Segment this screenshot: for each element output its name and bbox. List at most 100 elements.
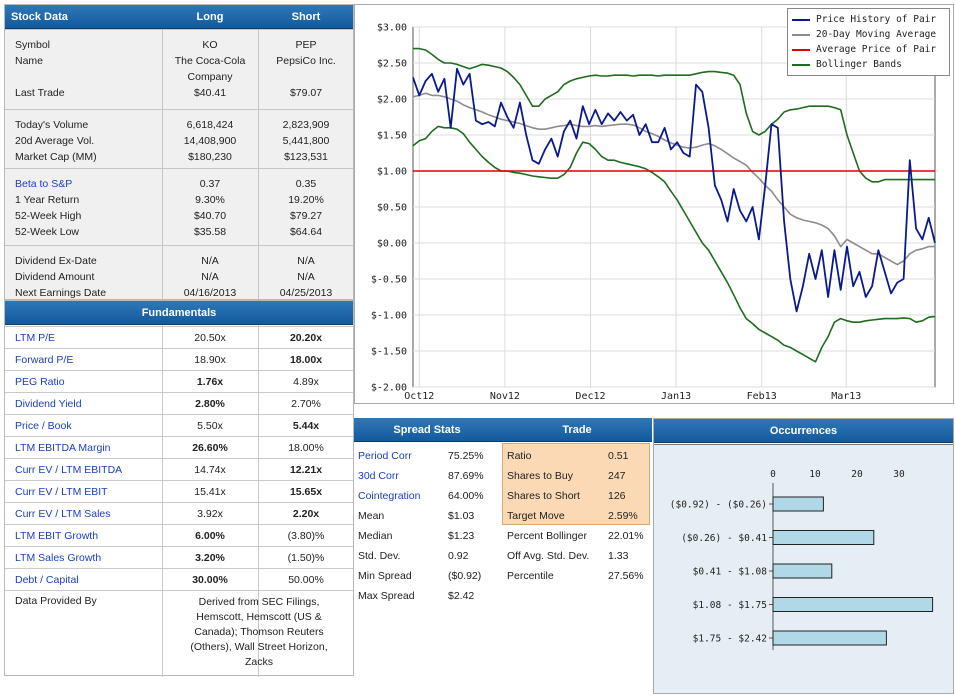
long-value: N/A	[201, 255, 219, 267]
provider-line: Zacks	[244, 656, 273, 668]
spread-stats-panel: Spread Stats Trade Period Corr 75.25% 30d …	[354, 418, 652, 676]
y-tick-label: $-1.00	[371, 311, 407, 322]
y-tick-label: $2.50	[377, 59, 407, 70]
provider-line: Canada); Thomson Reuters	[194, 626, 324, 638]
stock-row: Symbol KO PEP	[5, 37, 353, 53]
fundamental-link[interactable]: Curr EV / LTM EBIT	[15, 486, 108, 498]
long-value: The Coca-Cola	[174, 55, 246, 67]
fundamental-link[interactable]: Price / Book	[15, 420, 72, 432]
long-value: Company	[187, 71, 233, 83]
stock-group: Beta to S&P 0.37 0.35 1 Year Return 9.30% 19.…	[5, 168, 353, 242]
spread-stat-value: ($0.92)	[448, 570, 482, 582]
fundamental-row: Forward P/E 18.90x 18.00x	[5, 348, 353, 370]
trade-title: Trade	[562, 424, 592, 436]
stock-row-label[interactable]: Beta to S&P	[15, 178, 73, 190]
fundamental-row: LTM EBIT Growth 6.00% (3.80)%	[5, 524, 353, 546]
short-value: 2,823,909	[282, 119, 330, 131]
trade-value: 1.33	[608, 550, 629, 562]
data-provider-label: Data Provided By	[15, 595, 97, 607]
fundamental-link[interactable]: PEG Ratio	[15, 376, 65, 388]
bollinger-upper-line	[413, 47, 935, 183]
fundamental-row: LTM P/E 20.50x 20.20x	[5, 326, 353, 348]
legend-swatch	[792, 63, 810, 66]
stock-row: Name The Coca-Cola PepsiCo Inc.	[5, 53, 353, 69]
occurrence-x-tick: 30	[893, 469, 905, 480]
chart-legend: Price History of Pair 20-Day Moving Aver…	[787, 8, 950, 76]
long-value: 9.30%	[195, 194, 225, 206]
short-value: 04/25/2013	[279, 287, 333, 299]
long-value: 3.92x	[197, 508, 223, 520]
trade-value: 27.56%	[608, 570, 644, 582]
fundamental-link[interactable]: Forward P/E	[15, 354, 74, 366]
fundamental-link[interactable]: Curr EV / LTM EBITDA	[15, 464, 123, 476]
fundamental-link[interactable]: LTM EBIT Growth	[15, 530, 99, 542]
long-column-header: Long	[196, 11, 224, 23]
trade-value: 22.01%	[608, 530, 644, 542]
spread-stat-label[interactable]: 30d Corr	[358, 470, 399, 482]
short-value: PepsiCo Inc.	[276, 55, 336, 67]
fundamental-link[interactable]: Dividend Yield	[15, 398, 82, 410]
trade-label: Percent Bollinger	[507, 530, 587, 542]
short-value: 5.44x	[292, 420, 320, 432]
legend-label: 20-Day Moving Average	[816, 29, 937, 40]
fundamentals-panel: Fundamentals LTM P/E 20.50x 20.20x Forward …	[4, 300, 354, 677]
x-tick-label: Mar13	[831, 391, 861, 402]
occurrence-bar	[772, 496, 824, 512]
column-divider	[162, 29, 163, 299]
y-tick-label: $1.50	[377, 131, 407, 142]
legend-swatch	[792, 48, 810, 51]
trade-value: 0.51	[608, 450, 629, 462]
long-value: 18.90x	[194, 354, 226, 366]
occurrence-range-label: $0.41 - $1.08	[693, 567, 768, 578]
fundamental-row: Curr EV / LTM EBIT 15.41x 15.65x	[5, 480, 353, 502]
stats-header: Spread Stats Trade	[354, 418, 652, 442]
fundamental-link[interactable]: LTM P/E	[15, 332, 56, 344]
spread-stat-label[interactable]: Period Corr	[358, 450, 412, 462]
short-value: PEP	[295, 39, 317, 51]
spread-stat-label: Mean	[358, 510, 385, 522]
legend-item: Price History of Pair	[792, 13, 936, 27]
long-value: KO	[202, 39, 218, 51]
trade-label: Ratio	[507, 450, 532, 462]
fundamental-link[interactable]: Curr EV / LTM Sales	[15, 508, 111, 520]
y-tick-label: $0.50	[377, 203, 407, 214]
long-value: 6.00%	[195, 530, 225, 542]
legend-label: Bollinger Bands	[816, 59, 902, 70]
long-value: 0.37	[199, 178, 221, 190]
y-tick-label: $1.00	[377, 167, 407, 178]
stock-row-label: Dividend Ex-Date	[15, 255, 97, 267]
short-value: 0.35	[295, 178, 317, 190]
short-value: 50.00%	[288, 574, 324, 586]
fundamental-row: Debt / Capital 30.00% 50.00%	[5, 568, 353, 590]
legend-label: Price History of Pair	[816, 14, 937, 25]
data-provider-value: Derived from SEC Filings, Hemscott, Hems…	[165, 595, 353, 670]
short-value: 20.20x	[289, 332, 323, 344]
spread-stats-title: Spread Stats	[393, 424, 461, 436]
legend-item: Bollinger Bands	[792, 58, 902, 72]
long-value: N/A	[201, 271, 219, 283]
y-tick-label: $0.00	[377, 239, 407, 250]
stock-group: Symbol KO PEP Name The Coca-Cola PepsiCo Inc.…	[5, 29, 353, 103]
occurrence-bar	[772, 597, 934, 612]
spread-stat-value: 64.00%	[448, 490, 484, 502]
stock-row: 52-Week Low $35.58 $64.64	[5, 224, 353, 240]
y-tick-label: $-1.50	[371, 347, 407, 358]
price-chart-svg: $3.00 $2.50 $2.00 $1.50 $1.00 $0.50 $0.00 $-0.5…	[371, 23, 936, 402]
stock-data-title: Stock Data	[11, 11, 68, 23]
left-column: Stock Data Long Short Symbol KO PEP Name The…	[4, 4, 354, 677]
stock-row: Last Trade $40.41 $79.07	[5, 85, 353, 101]
price-history-line	[412, 67, 936, 313]
spread-stat-value: 0.92	[448, 550, 469, 562]
fundamental-link[interactable]: Debt / Capital	[15, 574, 79, 586]
spread-stat-label: Std. Dev.	[358, 550, 401, 562]
short-value: 12.21x	[289, 464, 323, 476]
fundamental-link[interactable]: LTM EBITDA Margin	[15, 442, 111, 454]
provider-line: (Others), Wall Street Horizon,	[190, 641, 328, 653]
data-provider-row: Data Provided By Derived from SEC Filing…	[5, 590, 353, 676]
stock-row: Next Earnings Date 04/16/2013 04/25/2013	[5, 285, 353, 301]
fundamental-link[interactable]: LTM Sales Growth	[15, 552, 102, 564]
occurrence-range-label: $1.08 - $1.75	[693, 600, 767, 611]
spread-stat-label[interactable]: Cointegration	[358, 490, 421, 502]
y-tick-label: $2.00	[377, 95, 407, 106]
long-value: $40.70	[193, 210, 227, 222]
